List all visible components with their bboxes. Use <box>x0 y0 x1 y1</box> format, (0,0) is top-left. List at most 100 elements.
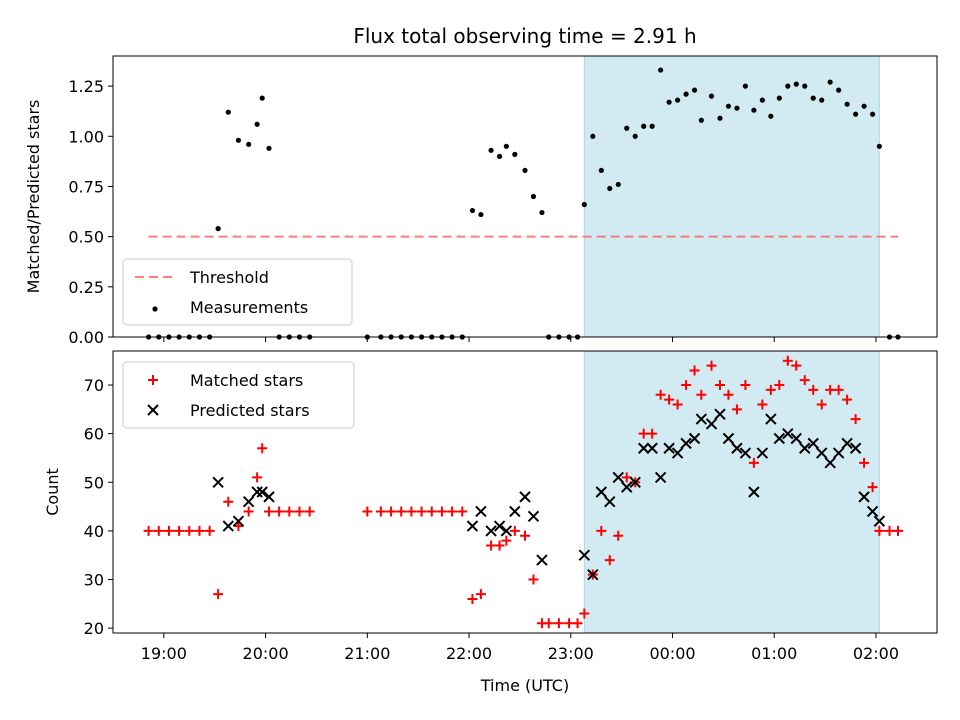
predicted-star-point <box>595 486 608 498</box>
measurement-point <box>861 103 867 109</box>
matched-star-point <box>294 506 305 517</box>
measurement-point <box>658 67 664 73</box>
predicted-star-point <box>232 515 245 527</box>
predicted-star-point <box>866 505 879 518</box>
predicted-star-point <box>527 510 540 523</box>
matched-star-point <box>304 506 315 517</box>
predicted-star-point <box>466 520 479 532</box>
measurement-point <box>632 133 638 139</box>
matched-star-point <box>528 574 539 585</box>
measurement-point <box>691 87 698 93</box>
axes-frame <box>112 55 938 338</box>
matched-star-point <box>362 506 373 517</box>
measurement-point <box>869 111 876 117</box>
measurement-point <box>683 91 689 97</box>
measurement-point <box>641 123 647 129</box>
predicted-star-point <box>637 442 650 454</box>
y-tick-label: 0.00 <box>68 328 104 347</box>
matched-star-point <box>893 525 904 536</box>
predicted-star-point <box>263 491 275 503</box>
x-tick-label: 20:00 <box>243 644 289 663</box>
measurement-legend-swatch <box>152 306 158 312</box>
matched-star-point <box>494 540 505 551</box>
matched-star-point <box>194 525 205 536</box>
matched-star-point <box>204 525 215 536</box>
matched-star-point <box>791 360 802 371</box>
matched-star-point <box>723 389 734 400</box>
measurement-point <box>717 115 723 121</box>
matched-star-point <box>874 525 885 536</box>
matched-star-point <box>467 593 478 604</box>
matched-star-point <box>833 384 844 395</box>
measurement-point <box>503 143 509 149</box>
measurement-point <box>246 141 252 147</box>
matched-star-point <box>706 360 717 371</box>
matched-star-point <box>782 355 793 366</box>
matched-star-point <box>520 530 530 541</box>
matched-star-point <box>638 428 649 439</box>
measurement-point <box>215 226 221 232</box>
predicted-star-point <box>251 486 263 498</box>
y-tick-label: 0.75 <box>68 177 104 196</box>
matched-star-point <box>596 525 607 536</box>
matched-star-point <box>553 618 564 629</box>
matched-star-point <box>174 525 185 536</box>
predicted-star-point <box>756 447 769 459</box>
predicted-star-point <box>722 432 735 445</box>
matched-star-point <box>274 506 285 517</box>
y-tick-label: 40 <box>84 522 104 541</box>
x-tick-label: 00:00 <box>649 644 695 663</box>
predicted-star-point <box>536 554 548 566</box>
matched-star-point <box>740 380 751 391</box>
predicted-star-point <box>705 418 718 430</box>
matched-star-point <box>613 530 624 541</box>
matched-star-point <box>475 589 486 600</box>
measurement-point <box>530 193 537 200</box>
predicted-star-point <box>695 413 708 425</box>
matched-star-point <box>257 443 268 454</box>
matched-star-point <box>681 380 692 391</box>
y-tick-label: 0.50 <box>68 228 104 247</box>
matched-star-point <box>664 394 675 405</box>
x-tick-label: 19:00 <box>141 644 187 663</box>
measurement-point <box>649 123 655 129</box>
predicted-star-point <box>654 471 667 484</box>
matched-star-point <box>396 506 407 517</box>
matched-star-point <box>850 414 861 425</box>
predicted-star-point <box>242 496 255 508</box>
legend-label: Measurements <box>190 298 308 317</box>
predicted-star-point <box>832 447 845 459</box>
predicted-star-point <box>621 481 633 493</box>
measurement-point <box>259 95 265 101</box>
matched-star-point <box>213 589 224 600</box>
matched-star-point <box>621 472 632 483</box>
matched-star-point <box>501 535 512 546</box>
matched-star-point <box>426 506 437 517</box>
measurement-point <box>266 145 272 151</box>
y-tick-label: 0.25 <box>68 278 104 297</box>
matched-star-point <box>689 365 700 376</box>
matched-star-point <box>375 506 386 517</box>
measurement-point <box>802 83 808 89</box>
predicted-star-point <box>765 413 777 425</box>
matched-star-point <box>572 618 583 629</box>
matched-star-point <box>263 506 274 517</box>
measurement-point <box>759 97 765 103</box>
measurement-point <box>598 167 604 174</box>
observing-window-band <box>583 350 880 634</box>
predicted-star-point <box>212 476 224 488</box>
predicted-star-point <box>748 486 760 498</box>
predicted-star-point <box>671 447 684 459</box>
matched-star-point <box>808 384 819 395</box>
y-tick-label: 30 <box>84 571 104 590</box>
matched-star-point <box>579 608 590 619</box>
measurement-point <box>624 125 630 131</box>
predicted-star-point <box>731 442 743 454</box>
y-tick-label: 1.25 <box>68 77 104 96</box>
measurement-point <box>581 201 587 208</box>
legend-box <box>122 258 353 326</box>
predicted-legend-swatch <box>147 404 159 416</box>
matched-star-point <box>252 472 263 483</box>
predicted-star-point <box>680 437 692 450</box>
predicted-star-point <box>816 447 828 459</box>
